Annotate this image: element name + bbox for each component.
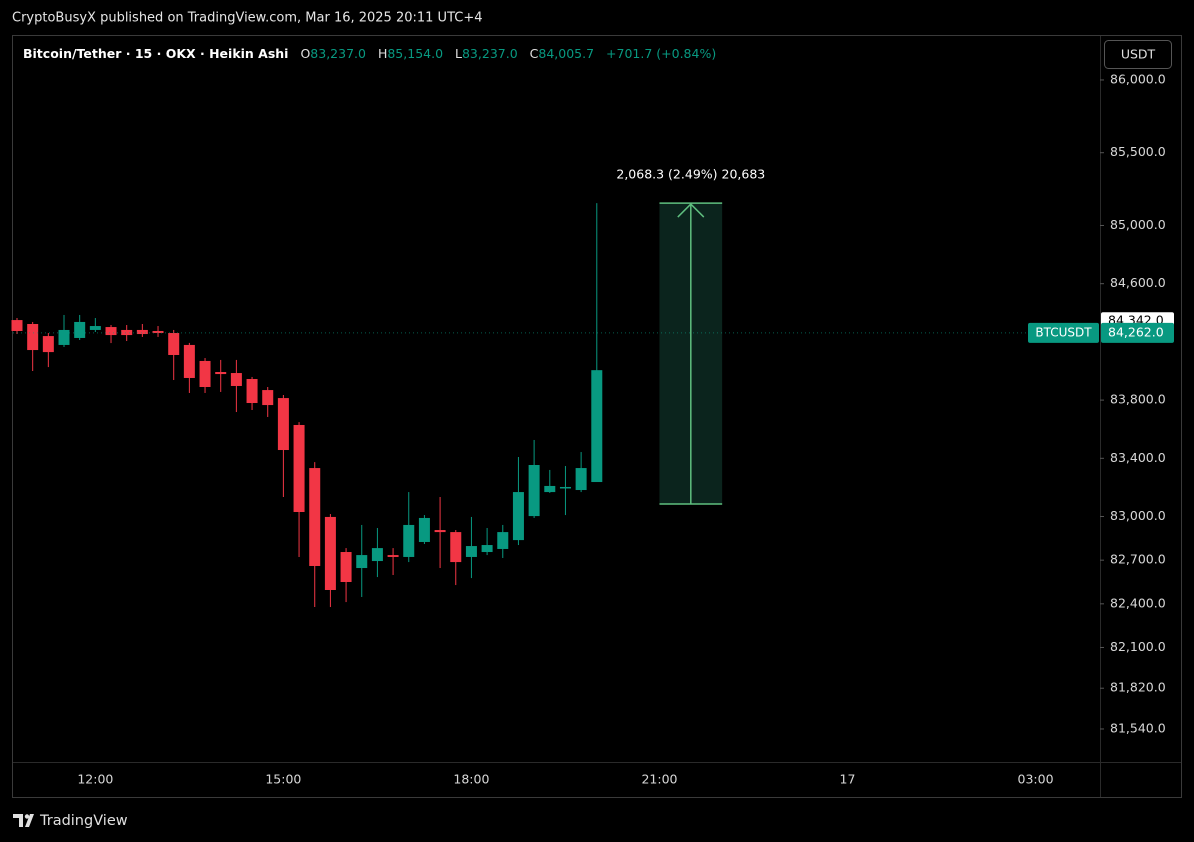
y-tick-label: 81,540.0 xyxy=(1110,720,1166,735)
symbol-tag xyxy=(1028,322,1099,343)
legend-label: H xyxy=(378,46,387,61)
x-tick-label: 21:00 xyxy=(641,772,677,787)
candle-body xyxy=(11,320,23,331)
legend-value: 85,154.0 xyxy=(387,46,443,61)
candle-body xyxy=(262,390,274,406)
candle-body xyxy=(293,424,305,513)
x-tick-label: 12:00 xyxy=(77,772,113,787)
candle-body xyxy=(183,344,195,378)
currency-label: USDT xyxy=(1121,47,1156,62)
candle-body xyxy=(89,326,101,330)
candle-body xyxy=(340,552,352,582)
candle-body xyxy=(481,545,493,553)
y-tick-label: 81,820.0 xyxy=(1110,680,1166,695)
candle-body xyxy=(544,485,556,493)
brand-logo: TradingView xyxy=(13,813,128,829)
candle-body xyxy=(528,465,540,517)
symbol-tag-label: BTCUSDT xyxy=(1035,325,1092,339)
candle-body xyxy=(465,546,477,557)
y-tick-label: 82,400.0 xyxy=(1110,595,1166,610)
candle-body xyxy=(121,329,133,336)
y-tick-label: 82,100.0 xyxy=(1110,639,1166,654)
x-tick-label: 03:00 xyxy=(1018,772,1054,787)
candle-body xyxy=(591,370,603,483)
y-tick-label: 85,000.0 xyxy=(1110,217,1166,232)
y-tick-label: 82,700.0 xyxy=(1110,552,1166,567)
candle-body xyxy=(450,532,462,563)
candle-body xyxy=(168,333,180,355)
candle-body xyxy=(575,468,587,491)
candle-body xyxy=(356,555,368,569)
legend-label: L xyxy=(455,46,462,61)
candle-body xyxy=(324,516,336,590)
candle-body xyxy=(27,323,39,351)
measure-label: 2,068.3 (2.49%) 20,683 xyxy=(616,167,765,182)
candle-body xyxy=(105,327,117,336)
candle-body xyxy=(58,329,70,345)
candle-body xyxy=(277,398,289,451)
candle-body xyxy=(152,330,164,334)
legend-value: 83,237.0 xyxy=(310,46,366,61)
currency-button[interactable] xyxy=(1104,40,1172,69)
candle-body xyxy=(309,468,321,566)
x-tick-label: 15:00 xyxy=(265,772,301,787)
legend-label: C xyxy=(530,46,539,61)
candle-body xyxy=(199,360,211,388)
candles xyxy=(11,203,603,608)
y-tick-label: 83,800.0 xyxy=(1110,392,1166,407)
x-tick-label: 17 xyxy=(840,772,856,787)
y-tick-label: 85,500.0 xyxy=(1110,144,1166,159)
candle-body xyxy=(74,321,86,338)
measure-arrowhead xyxy=(677,203,705,218)
legend-label: O xyxy=(300,46,310,61)
candle-body xyxy=(230,373,242,386)
candle-body xyxy=(246,379,258,404)
legend-value: 83,237.0 xyxy=(462,46,518,61)
candle-body xyxy=(387,555,399,557)
candle-body xyxy=(42,336,54,353)
y-tick-label: 84,600.0 xyxy=(1110,275,1166,290)
price-tag xyxy=(1101,322,1174,343)
candle-body xyxy=(434,530,446,533)
y-tick-label: 83,400.0 xyxy=(1110,450,1166,465)
candle-body xyxy=(497,532,509,549)
candle-body xyxy=(403,524,415,557)
candle-body xyxy=(215,372,227,375)
legend-change: +701.7 (+0.84%) xyxy=(606,46,716,61)
candle-body xyxy=(512,492,524,541)
candle-body xyxy=(136,329,148,335)
y-tick-label: 86,000.0 xyxy=(1110,71,1166,86)
instrument: Bitcoin/Tether · 15 · OKX · Heikin Ashi xyxy=(23,46,288,61)
legend-line: Bitcoin/Tether · 15 · OKX · Heikin Ashi … xyxy=(23,46,716,61)
candle-body xyxy=(418,517,430,542)
y-tick-label: 83,000.0 xyxy=(1110,508,1166,523)
candle-body xyxy=(559,486,571,489)
brand-name: TradingView xyxy=(39,813,128,829)
legend-value: 84,005.7 xyxy=(538,46,594,61)
x-tick-label: 18:00 xyxy=(453,772,489,787)
publish-title: CryptoBusyX published on TradingView.com… xyxy=(12,11,483,26)
price-tag-label: 84,262.0 xyxy=(1108,324,1164,339)
brand-icon-dot xyxy=(24,814,30,819)
candle-body xyxy=(371,548,383,562)
